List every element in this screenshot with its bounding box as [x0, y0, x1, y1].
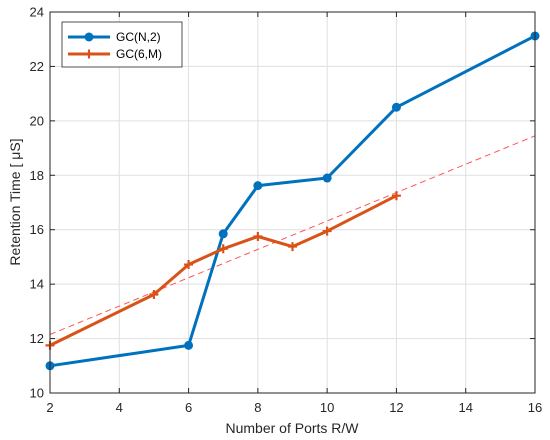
grid	[49, 11, 536, 394]
y-tick-label: 14	[30, 277, 44, 292]
data-point	[218, 229, 228, 239]
y-tick-label: 20	[30, 113, 44, 128]
data-point	[288, 242, 297, 252]
data-point	[253, 232, 263, 242]
y-tick-label: 22	[30, 59, 44, 74]
legend-text-1: GC(6,M)	[116, 47, 162, 61]
legend-marker-1	[84, 49, 94, 59]
legend-box	[61, 21, 183, 68]
plot-frame	[49, 11, 536, 394]
x-tick-label: 8	[254, 400, 261, 415]
y-axis-ticks: 10 12 14 16 18 20 22 24	[30, 5, 535, 401]
legend-marker-0	[84, 32, 94, 42]
series-group	[45, 31, 540, 371]
x-tick-label: 10	[320, 400, 334, 415]
x-tick-label: 6	[185, 400, 192, 415]
legend-entry-0: GC(N,2)	[68, 30, 161, 44]
x-tick-label: 16	[528, 400, 542, 415]
data-point	[253, 181, 263, 191]
legend-entry-1: GC(6,M)	[68, 47, 162, 61]
y-tick-label: 12	[30, 331, 44, 346]
trendline-group	[49, 135, 536, 335]
data-point	[391, 102, 401, 112]
data-point	[322, 226, 332, 236]
x-tick-label: 14	[458, 400, 472, 415]
x-axis-ticks: 2 4 6 8 10 12 14 16	[46, 12, 542, 415]
x-axis-label: Number of Ports R/W	[225, 420, 359, 436]
y-tick-label: 16	[30, 222, 44, 237]
data-point	[149, 289, 159, 299]
y-tick-label: 24	[30, 5, 44, 20]
plot-area	[50, 12, 535, 393]
series-line-1	[49, 194, 398, 347]
legend-text-0: GC(N,2)	[116, 30, 161, 44]
x-tick-label: 4	[116, 400, 123, 415]
legend: GC(N,2) GC(6,M)	[61, 21, 183, 68]
data-point	[218, 244, 228, 254]
data-point	[391, 191, 401, 201]
x-tick-label: 12	[389, 400, 403, 415]
y-tick-label: 18	[30, 168, 44, 183]
y-axis-label: Retention Time [ μS]	[7, 138, 23, 265]
y-tick-label: 10	[30, 386, 44, 401]
data-point	[322, 173, 332, 183]
x-tick-label: 2	[46, 400, 53, 415]
data-point	[184, 260, 194, 270]
data-point	[184, 340, 194, 350]
trendline	[49, 135, 536, 335]
